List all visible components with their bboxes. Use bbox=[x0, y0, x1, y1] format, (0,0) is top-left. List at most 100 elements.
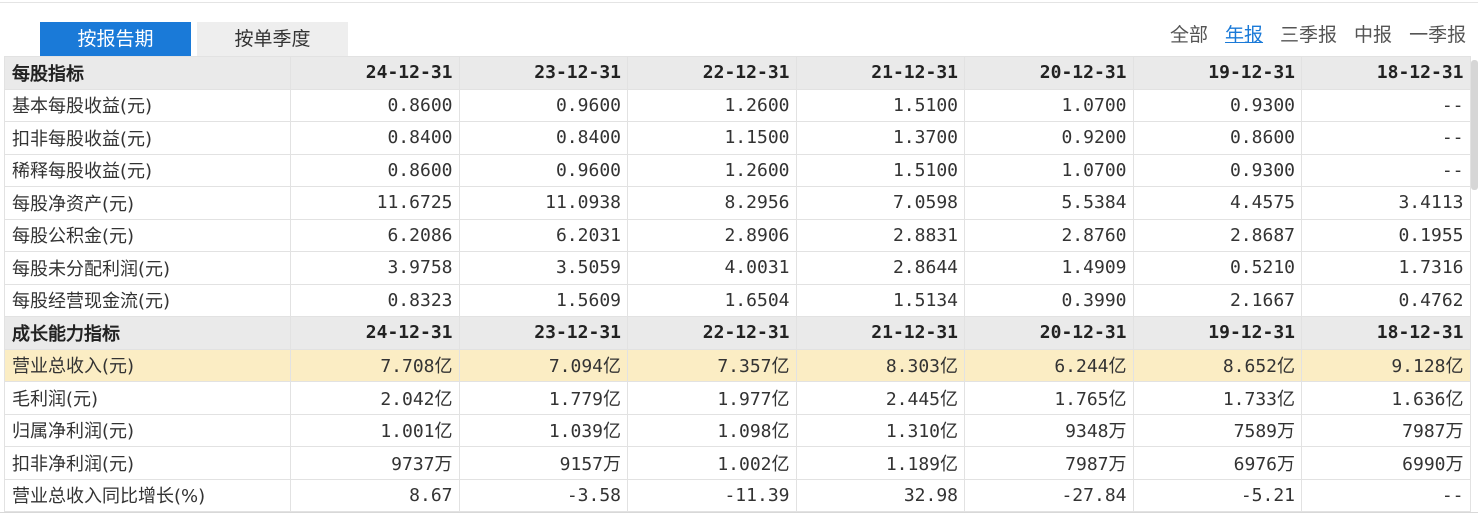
period-annual-link[interactable]: 年报 bbox=[1225, 24, 1264, 46]
table-cell: 0.8600 bbox=[290, 153, 460, 187]
row-label: 每股经营现金流(元) bbox=[4, 283, 291, 317]
section-title: 成长能力指标 bbox=[4, 316, 291, 350]
table-cell: 1.4909 bbox=[964, 251, 1134, 285]
table-cell: 1.5100 bbox=[795, 153, 965, 187]
table-row: 每股公积金(元) 6.2086 6.2031 2.8906 2.8831 2.8760 2.… bbox=[4, 218, 1471, 252]
table-cell: 2.042亿 bbox=[290, 381, 460, 415]
table-cell: 1.7316 bbox=[1301, 251, 1471, 285]
table-cell: -- bbox=[1301, 88, 1471, 122]
row-label: 每股净资产(元) bbox=[4, 186, 291, 220]
table-cell: 0.9300 bbox=[1132, 153, 1302, 187]
table-cell: 0.8600 bbox=[1132, 121, 1302, 155]
column-date-header: 23-12-31 bbox=[458, 316, 628, 350]
table-cell: 1.3700 bbox=[795, 121, 965, 155]
table-cell: 11.6725 bbox=[290, 186, 460, 220]
table-row: 归属净利润(元) 1.001亿 1.039亿 1.098亿 1.310亿 9348万 758… bbox=[4, 413, 1471, 447]
financial-indicators-table: 每股指标 24-12-31 23-12-31 22-12-31 21-12-31 20-1… bbox=[4, 56, 1471, 512]
table-cell: 1.5100 bbox=[795, 88, 965, 122]
table-cell: 0.8400 bbox=[458, 121, 628, 155]
table-cell: 0.9600 bbox=[458, 153, 628, 187]
section-title: 每股指标 bbox=[4, 56, 291, 90]
table-cell: 3.5059 bbox=[458, 251, 628, 285]
table-cell: 6976万 bbox=[1132, 446, 1302, 480]
table-row: 每股净资产(元) 11.6725 11.0938 8.2956 7.0598 5.5384… bbox=[4, 186, 1471, 220]
vertical-scrollbar[interactable] bbox=[1471, 60, 1478, 190]
period-filter: 全部 年报 三季报 中报 一季报 bbox=[1170, 20, 1478, 46]
table-cell: 1.977亿 bbox=[627, 381, 797, 415]
table-cell: 7.0598 bbox=[795, 186, 965, 220]
table-cell: 0.1955 bbox=[1301, 218, 1471, 252]
column-date-header: 18-12-31 bbox=[1301, 316, 1471, 350]
column-date-header: 24-12-31 bbox=[290, 316, 460, 350]
period-q3-link[interactable]: 三季报 bbox=[1280, 24, 1338, 46]
table-cell: 2.8644 bbox=[795, 251, 965, 285]
row-label: 扣非净利润(元) bbox=[4, 446, 291, 480]
table-cell: 2.8831 bbox=[795, 218, 965, 252]
column-date-header: 23-12-31 bbox=[458, 56, 628, 90]
table-cell: 0.3990 bbox=[964, 283, 1134, 317]
table-cell: 1.002亿 bbox=[627, 446, 797, 480]
table-cell: 0.4762 bbox=[1301, 283, 1471, 317]
column-date-header: 19-12-31 bbox=[1132, 316, 1302, 350]
table-cell: 2.1667 bbox=[1132, 283, 1302, 317]
table-cell: 0.8600 bbox=[290, 88, 460, 122]
table-row: 基本每股收益(元) 0.8600 0.9600 1.2600 1.5100 1.0700 0… bbox=[4, 88, 1471, 122]
table-cell: 9.128亿 bbox=[1301, 348, 1471, 382]
column-date-header: 22-12-31 bbox=[627, 56, 797, 90]
table-cell: -5.21 bbox=[1132, 478, 1302, 512]
table-row: 营业总收入同比增长(%) 8.67 -3.58 -11.39 32.98 -27.84 -5… bbox=[4, 478, 1471, 512]
row-label: 稀释每股收益(元) bbox=[4, 153, 291, 187]
tab-by-single-quarter[interactable]: 按单季度 bbox=[197, 22, 348, 56]
table-cell: 0.9600 bbox=[458, 88, 628, 122]
table-cell: 1.5609 bbox=[458, 283, 628, 317]
table-cell: 6990万 bbox=[1301, 446, 1471, 480]
table-cell: 1.2600 bbox=[627, 88, 797, 122]
table-cell: 1.039亿 bbox=[458, 413, 628, 447]
period-all-link[interactable]: 全部 bbox=[1170, 24, 1209, 46]
table-cell: 1.001亿 bbox=[290, 413, 460, 447]
table-cell: -3.58 bbox=[458, 478, 628, 512]
table-row: 稀释每股收益(元) 0.8600 0.9600 1.2600 1.5100 1.0700 0… bbox=[4, 153, 1471, 187]
table-cell: 0.8400 bbox=[290, 121, 460, 155]
table-cell: 6.2031 bbox=[458, 218, 628, 252]
column-date-header: 22-12-31 bbox=[627, 316, 797, 350]
table-cell: 0.8323 bbox=[290, 283, 460, 317]
table-cell: 11.0938 bbox=[458, 186, 628, 220]
tab-by-report-period[interactable]: 按报告期 bbox=[40, 22, 191, 56]
table-cell: 1.779亿 bbox=[458, 381, 628, 415]
row-label: 扣非每股收益(元) bbox=[4, 121, 291, 155]
table-cell: 2.8687 bbox=[1132, 218, 1302, 252]
table-cell: 2.8906 bbox=[627, 218, 797, 252]
row-label: 每股未分配利润(元) bbox=[4, 251, 291, 285]
table-cell: 9157万 bbox=[458, 446, 628, 480]
table-row: 每股未分配利润(元) 3.9758 3.5059 4.0031 2.8644 1.4909… bbox=[4, 251, 1471, 285]
table-cell: 8.2956 bbox=[627, 186, 797, 220]
table-cell: 3.4113 bbox=[1301, 186, 1471, 220]
column-date-header: 24-12-31 bbox=[290, 56, 460, 90]
table-cell: 32.98 bbox=[795, 478, 965, 512]
table-cell: 1.6504 bbox=[627, 283, 797, 317]
table-cell: 3.9758 bbox=[290, 251, 460, 285]
table-row: 毛利润(元) 2.042亿 1.779亿 1.977亿 2.445亿 1.765亿 1.73… bbox=[4, 381, 1471, 415]
table-row: 扣非每股收益(元) 0.8400 0.8400 1.1500 1.3700 0.9200 0… bbox=[4, 121, 1471, 155]
row-label: 归属净利润(元) bbox=[4, 413, 291, 447]
table-row: 扣非净利润(元) 9737万 9157万 1.002亿 1.189亿 7987万 6976万… bbox=[4, 446, 1471, 480]
table-cell: 8.652亿 bbox=[1132, 348, 1302, 382]
table-cell: 4.0031 bbox=[627, 251, 797, 285]
row-label: 基本每股收益(元) bbox=[4, 88, 291, 122]
table-cell: 7.094亿 bbox=[458, 348, 628, 382]
table-cell: 1.636亿 bbox=[1301, 381, 1471, 415]
table-cell: -11.39 bbox=[627, 478, 797, 512]
table-cell: 1.189亿 bbox=[795, 446, 965, 480]
section-header-row: 每股指标 24-12-31 23-12-31 22-12-31 21-12-31 20-1… bbox=[4, 56, 1471, 90]
table-cell: -- bbox=[1301, 153, 1471, 187]
table-cell: 7.708亿 bbox=[290, 348, 460, 382]
bottom-divider bbox=[0, 512, 1478, 513]
period-half-year-link[interactable]: 中报 bbox=[1354, 24, 1393, 46]
table-cell: 5.5384 bbox=[964, 186, 1134, 220]
table-cell: 7987万 bbox=[964, 446, 1134, 480]
table-cell: 4.4575 bbox=[1132, 186, 1302, 220]
period-q1-link[interactable]: 一季报 bbox=[1409, 24, 1467, 46]
table-cell: 8.303亿 bbox=[795, 348, 965, 382]
column-date-header: 20-12-31 bbox=[964, 56, 1134, 90]
